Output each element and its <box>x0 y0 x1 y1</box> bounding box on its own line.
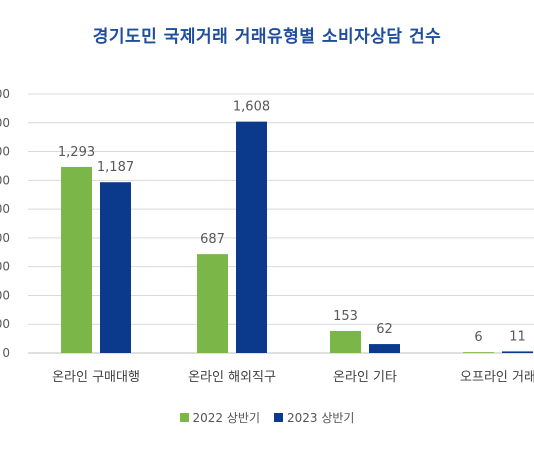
chart-title: 경기도민 국제거래 거래유형별 소비자상담 건수 <box>92 27 442 47</box>
category-label: 온라인 기타 <box>333 370 397 385</box>
data-label: 687 <box>200 232 225 247</box>
bar <box>330 330 361 353</box>
y-tick-label: 600 <box>0 260 10 274</box>
bar <box>463 352 494 353</box>
data-label: 153 <box>333 309 358 324</box>
y-tick-label: 800 <box>0 231 10 245</box>
y-tick-label: 400 <box>0 288 10 302</box>
legend: 2022 상반기 2023 상반기 <box>0 409 534 426</box>
legend-item-2023: 2023 상반기 <box>274 409 354 426</box>
y-tick-label: 1,200 <box>0 173 10 187</box>
bar <box>369 344 400 353</box>
category-labels: 온라인 구매대행 온라인 해외직구 온라인 기타 오프라인 거래 <box>52 369 534 385</box>
bar <box>100 182 131 353</box>
y-tick-label: 1,000 <box>0 202 10 216</box>
bar <box>502 351 533 353</box>
bar <box>197 254 228 353</box>
category-label: 온라인 구매대행 <box>52 369 140 385</box>
data-label: 62 <box>376 322 393 337</box>
data-label: 1,293 <box>58 145 95 160</box>
legend-swatch-2022 <box>179 413 189 422</box>
y-tick-label: 0 <box>2 346 10 360</box>
y-tick-label: 1,800 <box>0 87 10 101</box>
data-label: 1,187 <box>97 160 134 175</box>
legend-label-2022: 2022 상반기 <box>192 411 260 425</box>
y-tick-label: 1,400 <box>0 145 10 159</box>
legend-item-2022: 2022 상반기 <box>179 409 260 426</box>
category-label: 오프라인 거래 <box>460 370 534 385</box>
bar <box>236 121 267 353</box>
data-label: 6 <box>474 330 482 345</box>
y-tick-label: 1,600 <box>0 116 10 130</box>
bar <box>61 166 92 353</box>
legend-swatch-2023 <box>274 413 283 422</box>
data-label: 11 <box>509 329 526 344</box>
bars <box>61 121 533 353</box>
data-label: 1,608 <box>233 100 270 115</box>
legend-label-2023: 2023 상반기 <box>287 411 355 425</box>
y-tick-label: 200 <box>0 317 10 331</box>
category-label: 온라인 해외직구 <box>188 370 276 385</box>
